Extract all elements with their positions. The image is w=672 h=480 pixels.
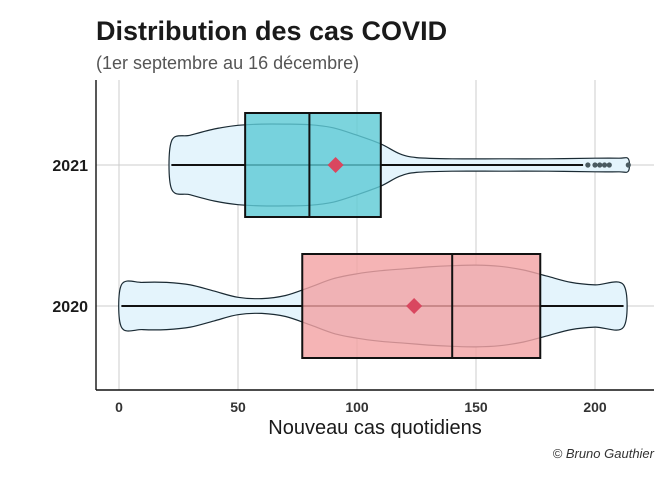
outlier-point xyxy=(625,162,631,168)
x-tick-label: 0 xyxy=(115,399,123,415)
caption: © Bruno Gauthier xyxy=(553,446,655,461)
mean-marker-2021 xyxy=(327,157,344,173)
violin-groups xyxy=(118,112,631,359)
x-tick-label: 50 xyxy=(230,399,246,415)
group-2021 xyxy=(168,112,631,218)
outlier-point xyxy=(601,162,608,168)
chart-subtitle: (1er septembre au 16 décembre) xyxy=(96,53,359,73)
outlier-point xyxy=(597,162,603,168)
outlier-point xyxy=(592,162,598,168)
axes: 0 50 100 150 200 2021 2020 xyxy=(52,80,654,415)
y-tick-label: 2020 xyxy=(52,299,88,316)
box-2021 xyxy=(244,112,382,218)
x-tick-label: 100 xyxy=(345,399,369,415)
outlier-point xyxy=(585,162,591,168)
outlier-point xyxy=(606,162,612,168)
x-tick-label: 200 xyxy=(583,399,607,415)
x-axis-label: Nouveau cas quotidiens xyxy=(268,417,481,439)
x-tick-label: 150 xyxy=(464,399,488,415)
mean-marker-2020 xyxy=(406,298,423,314)
y-tick-label: 2021 xyxy=(52,158,88,175)
group-2020 xyxy=(118,253,628,359)
chart-title: Distribution des cas COVID xyxy=(96,16,447,46)
